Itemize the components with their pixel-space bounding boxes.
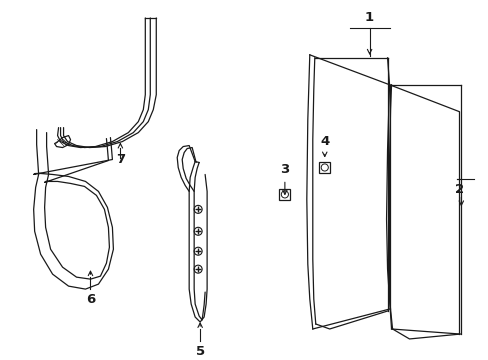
Text: 7: 7	[116, 153, 125, 166]
Bar	[279, 189, 290, 200]
Text: 6: 6	[86, 293, 95, 306]
Text: 5: 5	[195, 345, 204, 359]
Text: 1: 1	[365, 12, 373, 24]
Text: 4: 4	[320, 135, 329, 148]
Text: 3: 3	[280, 163, 289, 176]
Bar	[319, 162, 329, 173]
Text: 2: 2	[454, 183, 463, 196]
